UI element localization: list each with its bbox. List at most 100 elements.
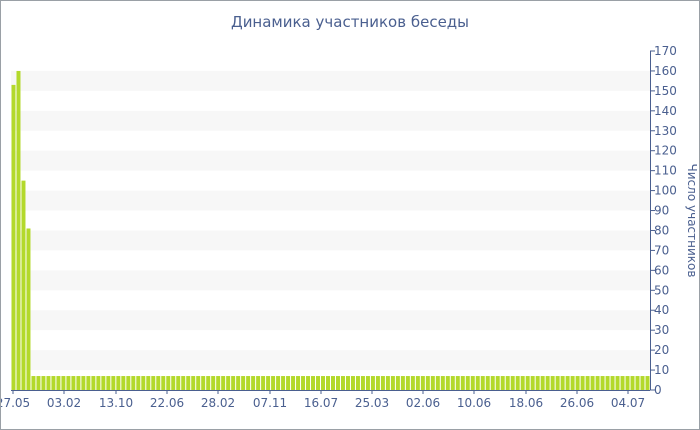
y-tick-label: 70 [654, 243, 669, 257]
bar [520, 376, 525, 390]
bar [21, 180, 26, 390]
bar [625, 376, 630, 390]
y-tick-label: 130 [654, 124, 677, 138]
grid-band [11, 70, 650, 91]
bar [311, 376, 316, 390]
bar [540, 376, 545, 390]
x-tick-label: 13.10 [99, 396, 133, 410]
bar [400, 376, 405, 390]
y-tick-label: 30 [654, 323, 669, 337]
x-tick-label: 16.07 [304, 396, 338, 410]
bar [271, 376, 276, 390]
x-tick-label: 26.06 [560, 396, 594, 410]
bar [151, 376, 156, 390]
bar [121, 376, 126, 390]
bar [620, 376, 625, 390]
bar [96, 376, 101, 390]
bar [251, 376, 256, 390]
bar [430, 376, 435, 390]
bar [201, 376, 206, 390]
bar [281, 376, 286, 390]
bar [261, 376, 266, 390]
bar [146, 376, 151, 390]
bar [286, 376, 291, 390]
bar [66, 376, 71, 390]
bar [296, 376, 301, 390]
grid-band [11, 190, 650, 211]
bar [490, 376, 495, 390]
bar [575, 376, 580, 390]
grid-band [11, 350, 650, 371]
bar [460, 376, 465, 390]
bar [635, 376, 640, 390]
grid-band [11, 270, 650, 291]
bar [126, 376, 131, 390]
bar [405, 376, 410, 390]
bar [61, 376, 66, 390]
bar [276, 376, 281, 390]
x-tick-label: 03.02 [47, 396, 81, 410]
bar [91, 376, 96, 390]
bar [580, 376, 585, 390]
bar [326, 376, 330, 390]
y-tick-label: 50 [654, 283, 669, 297]
bar [560, 376, 565, 390]
bar [630, 376, 635, 390]
bar [11, 84, 16, 391]
bar [26, 228, 31, 390]
bar [266, 376, 271, 390]
bar [550, 376, 555, 390]
x-tick-label: 10.06 [457, 396, 491, 410]
bar [161, 376, 166, 390]
bar [171, 376, 176, 390]
bar [181, 376, 186, 390]
bar [131, 376, 136, 390]
x-tick-label: 25.03 [355, 396, 389, 410]
bar [221, 376, 226, 390]
bar [615, 376, 620, 390]
bar [101, 376, 106, 390]
bar [111, 376, 116, 390]
bar [156, 376, 161, 390]
bar [590, 376, 595, 390]
bar [141, 376, 146, 390]
bar [246, 376, 251, 390]
bar [306, 376, 311, 390]
bar [81, 376, 86, 390]
bar [31, 376, 36, 390]
bar [191, 376, 196, 390]
y-tick-label: 120 [654, 144, 677, 158]
bar [610, 376, 615, 390]
x-tick-label: 22.06 [150, 396, 184, 410]
bar [340, 376, 345, 390]
bar [510, 376, 515, 390]
bar [231, 376, 236, 390]
bar [570, 376, 575, 390]
bar [106, 376, 111, 390]
bar [395, 376, 400, 390]
bar [565, 376, 570, 390]
bar [470, 376, 475, 390]
bar [226, 376, 231, 390]
bar [465, 376, 470, 390]
bar [291, 376, 296, 390]
bar [301, 376, 306, 390]
bar [370, 376, 375, 390]
bar [256, 376, 261, 390]
bar [425, 376, 430, 390]
y-tick-label: 170 [654, 44, 677, 58]
bar [355, 376, 360, 390]
y-tick-label: 110 [654, 164, 677, 178]
y-tick-label: 20 [654, 343, 669, 357]
y-tick-label: 0 [654, 383, 662, 397]
bar [555, 376, 560, 390]
bar [176, 376, 181, 390]
chart-title: Динамика участников беседы [230, 13, 470, 31]
bar [51, 376, 56, 390]
bar [86, 376, 91, 390]
bar [505, 376, 510, 390]
bar [365, 376, 370, 390]
bar [455, 376, 460, 390]
bar [530, 376, 535, 390]
x-tick-label: 18.06 [509, 396, 543, 410]
